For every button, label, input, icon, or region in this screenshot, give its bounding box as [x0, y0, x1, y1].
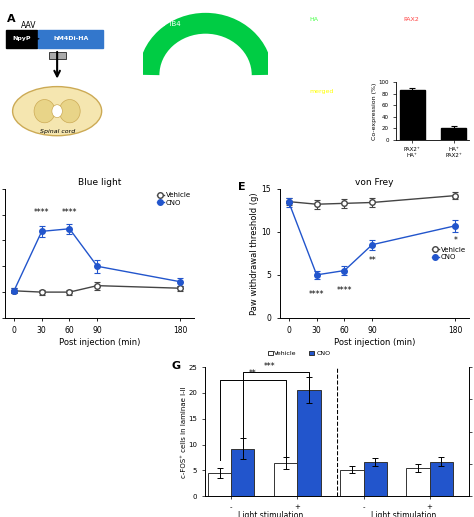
Y-axis label: Co-expression (%): Co-expression (%)	[372, 82, 377, 140]
Ellipse shape	[34, 100, 55, 123]
Bar	[297, 390, 320, 496]
X-axis label: Post injection (min): Post injection (min)	[59, 338, 140, 347]
Text: E: E	[238, 182, 246, 192]
Text: merged: merged	[309, 89, 333, 94]
Text: CNO (+light): CNO (+light)	[128, 485, 168, 490]
Ellipse shape	[59, 100, 80, 123]
Text: ****: ****	[337, 286, 352, 295]
Text: HA: HA	[309, 17, 318, 22]
Legend: Vehicle, CNO: Vehicle, CNO	[267, 351, 330, 356]
Bar	[364, 462, 387, 496]
Legend: Vehicle, CNO: Vehicle, CNO	[157, 192, 191, 206]
Text: B: B	[145, 14, 154, 24]
Text: ****: ****	[309, 291, 324, 299]
Text: ****: ****	[34, 208, 49, 217]
Text: **: **	[249, 370, 257, 378]
Ellipse shape	[13, 87, 101, 136]
Text: F: F	[7, 371, 14, 381]
Text: C: C	[305, 13, 313, 23]
Bar	[407, 468, 429, 496]
Text: A: A	[7, 14, 16, 24]
Text: HA  IB4: HA IB4	[155, 21, 181, 27]
Legend: Vehicle, CNO: Vehicle, CNO	[432, 247, 466, 260]
FancyBboxPatch shape	[38, 29, 103, 48]
Text: **: **	[368, 256, 376, 265]
Title: Blue light: Blue light	[78, 177, 121, 187]
X-axis label: Post injection (min): Post injection (min)	[334, 338, 415, 347]
Y-axis label: Paw withdrawal threshold (g): Paw withdrawal threshold (g)	[250, 192, 259, 315]
Text: G: G	[172, 361, 181, 371]
Bar	[400, 89, 425, 140]
Y-axis label: c-FOS⁺ cells in laminae I-II: c-FOS⁺ cells in laminae I-II	[181, 386, 187, 478]
Bar	[231, 449, 255, 496]
Bar	[429, 462, 453, 496]
Bar	[274, 463, 297, 496]
Bar	[49, 52, 65, 59]
Text: hM4Di-HA: hM4Di-HA	[53, 36, 89, 41]
Text: NpyP: NpyP	[12, 36, 31, 41]
Text: Spinal cord: Spinal cord	[39, 129, 75, 134]
Text: Vehicle (+light): Vehicle (+light)	[27, 485, 75, 490]
Bar	[208, 473, 231, 496]
FancyBboxPatch shape	[6, 29, 37, 48]
Text: c-FOS  IB4: c-FOS IB4	[9, 383, 37, 388]
Bar	[441, 128, 466, 140]
Text: PAX2: PAX2	[404, 17, 419, 22]
Text: *: *	[454, 236, 457, 245]
Text: ***: ***	[264, 362, 275, 371]
Bar	[340, 469, 364, 496]
Title: von Frey: von Frey	[355, 177, 394, 187]
Circle shape	[52, 105, 63, 118]
Text: ****: ****	[62, 208, 77, 217]
X-axis label: Light stimulation: Light stimulation	[371, 511, 436, 517]
X-axis label: Light stimulation: Light stimulation	[238, 511, 304, 517]
Text: AAV: AAV	[20, 21, 36, 29]
